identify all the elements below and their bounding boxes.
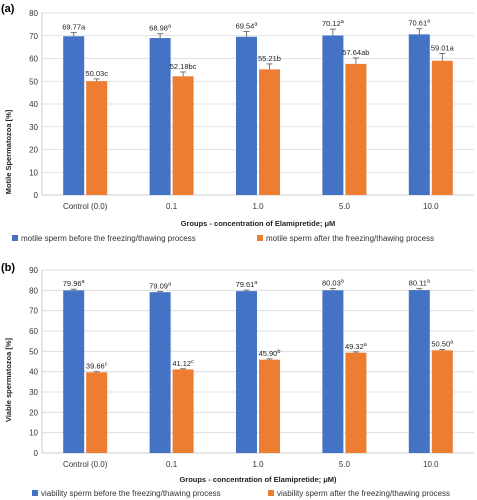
chart-a-data-label: 52.18bc xyxy=(170,62,197,71)
chart-a-bars: 69.77a 50.03c 68.98a 52.18bc 69.54a 55.21b 70.… xyxy=(62,19,455,196)
chart-b-ytick-label: 90 xyxy=(29,266,38,275)
chart-b-bar xyxy=(63,290,85,453)
chart-b-ytick-label: 0 xyxy=(34,449,39,458)
chart-a-panel-label: (a) xyxy=(1,3,15,15)
chart-b-bar xyxy=(259,359,280,453)
chart-a-data-label: 69.54a xyxy=(236,22,259,31)
chart-b-legend-after: viability sperm after the freezing/thawi… xyxy=(277,489,450,498)
chart-b-data-label: 41.12c xyxy=(172,359,194,368)
chart-b-xlabel: Groups - concentration of Elamipretide; … xyxy=(179,475,337,484)
chart-a-bar xyxy=(322,35,344,195)
chart-a-ytick-label: 60 xyxy=(29,55,38,64)
chart-b-legend-swatch-after xyxy=(268,490,274,496)
chart-a-bar xyxy=(431,60,453,195)
chart-b-data-label: 79.61a xyxy=(236,280,259,289)
chart-a-gridlines: 0 10 20 30 40 50 60 70 80 Control (0.0) 0.1 1.0 5.0 1… xyxy=(29,9,474,211)
chart-b-legend-swatch-before xyxy=(32,490,38,496)
chart-b-legend-before: viability sperm before the freezing/thaw… xyxy=(41,489,221,498)
chart-a-bar xyxy=(172,76,194,195)
chart-b-data-label: 50.50a xyxy=(431,340,454,349)
chart-b-panel-label: (b) xyxy=(1,262,15,274)
chart-b-bar xyxy=(408,290,430,453)
chart-a-xtick-label: 10.0 xyxy=(423,202,439,211)
chart-a-ytick-label: 70 xyxy=(29,32,38,41)
chart-a-bar xyxy=(408,34,430,196)
chart-b-bar xyxy=(86,372,108,453)
chart-a: (a) Motile Spermatozoa [%] Groups - conc… xyxy=(1,3,474,243)
chart-b-data-label: 39.66c xyxy=(86,362,108,371)
chart-a-legend-before: motile sperm before the freezing/thawing… xyxy=(21,234,196,243)
chart-a-xlabel: Groups - concentration of Elamipretide; … xyxy=(181,219,336,228)
chart-a-legend-swatch-before xyxy=(12,235,18,241)
chart-a-xtick-label: 5.0 xyxy=(339,202,351,211)
chart-a-ytick-label: 50 xyxy=(29,77,38,86)
chart-b-data-label: 79.09a xyxy=(149,282,172,291)
chart-a-ytick-label: 20 xyxy=(29,146,38,155)
chart-a-legend: motile sperm before the freezing/thawing… xyxy=(12,234,434,243)
chart-a-legend-swatch-after xyxy=(257,235,263,241)
chart-b: (b) Viable spermatozoa [%] Groups - conc… xyxy=(1,262,474,498)
chart-a-xtick-label: 0.1 xyxy=(166,202,178,211)
chart-b-data-label: 79.96a xyxy=(63,279,86,288)
chart-a-bar xyxy=(236,36,257,195)
chart-a-data-label: 70.12a xyxy=(322,19,345,28)
chart-b-bar xyxy=(149,292,171,453)
chart-b-ytick-label: 50 xyxy=(29,347,38,356)
chart-b-ytick-label: 60 xyxy=(29,327,38,336)
chart-a-data-label: 69.77a xyxy=(62,23,86,32)
chart-b-bar xyxy=(236,291,257,453)
chart-b-ylabel: Viable spermatozoa [%] xyxy=(4,337,13,422)
chart-a-bar xyxy=(345,63,367,195)
chart-b-bars: 79.96a 39.66c 79.09a 41.12c 79.61a 45.90b 80.0… xyxy=(63,278,454,453)
chart-a-ytick-label: 10 xyxy=(29,168,38,177)
chart-b-ytick-label: 10 xyxy=(29,429,38,438)
chart-a-bar xyxy=(259,69,280,195)
chart-a-ytick-label: 30 xyxy=(29,123,38,132)
chart-b-data-label: 49.32a xyxy=(345,342,368,351)
chart-b-bar xyxy=(172,369,194,453)
chart-a-data-label: 68.98a xyxy=(149,24,172,33)
chart-a-data-label: 70.61a xyxy=(408,19,431,28)
chart-b-ytick-label: 30 xyxy=(29,388,38,397)
chart-a-ylabel: Motile Spermatozoa [%] xyxy=(4,109,13,194)
chart-b-legend: viability sperm before the freezing/thaw… xyxy=(32,489,450,498)
chart-b-xtick-label: 10.0 xyxy=(423,460,439,469)
chart-a-data-label: 59.01a xyxy=(431,43,455,52)
chart-b-bar xyxy=(431,350,453,453)
chart-b-data-label: 80.11a xyxy=(409,279,431,288)
chart-a-ytick-label: 80 xyxy=(29,9,38,18)
chart-b-data-label: 80.03a xyxy=(322,278,345,287)
chart-a-data-label: 57.64ab xyxy=(342,48,369,57)
chart-a-bar xyxy=(149,38,171,196)
chart-a-ytick-label: 40 xyxy=(29,100,38,109)
chart-b-xtick-label: 1.0 xyxy=(252,460,264,469)
chart-a-data-label: 50.03c xyxy=(85,69,108,78)
chart-b-xtick-label: 0.1 xyxy=(166,460,178,469)
chart-b-ytick-label: 70 xyxy=(29,307,38,316)
chart-a-ytick-label: 0 xyxy=(34,191,39,200)
chart-a-xtick-label: Control (0.0) xyxy=(63,202,108,211)
chart-a-legend-after: motile sperm after the freezing/thawing … xyxy=(266,234,434,243)
chart-b-gridlines: 0 10 20 30 40 50 60 70 80 90 Control (0.0) 0.1 1.0 5.… xyxy=(29,266,474,469)
chart-a-data-label: 55.21b xyxy=(258,54,281,63)
chart-b-bar xyxy=(345,352,367,453)
chart-b-xtick-label: Control (0.0) xyxy=(63,460,108,469)
chart-a-bar xyxy=(86,81,108,195)
chart-b-ytick-label: 40 xyxy=(29,368,38,377)
chart-b-data-label: 45.90b xyxy=(259,349,281,358)
chart-a-xtick-label: 1.0 xyxy=(252,202,264,211)
chart-b-xtick-label: 5.0 xyxy=(339,460,351,469)
chart-b-ytick-label: 20 xyxy=(29,408,38,417)
chart-b-bar xyxy=(322,290,344,453)
chart-b-ytick-label: 80 xyxy=(29,286,38,295)
chart-a-bar xyxy=(63,36,85,195)
